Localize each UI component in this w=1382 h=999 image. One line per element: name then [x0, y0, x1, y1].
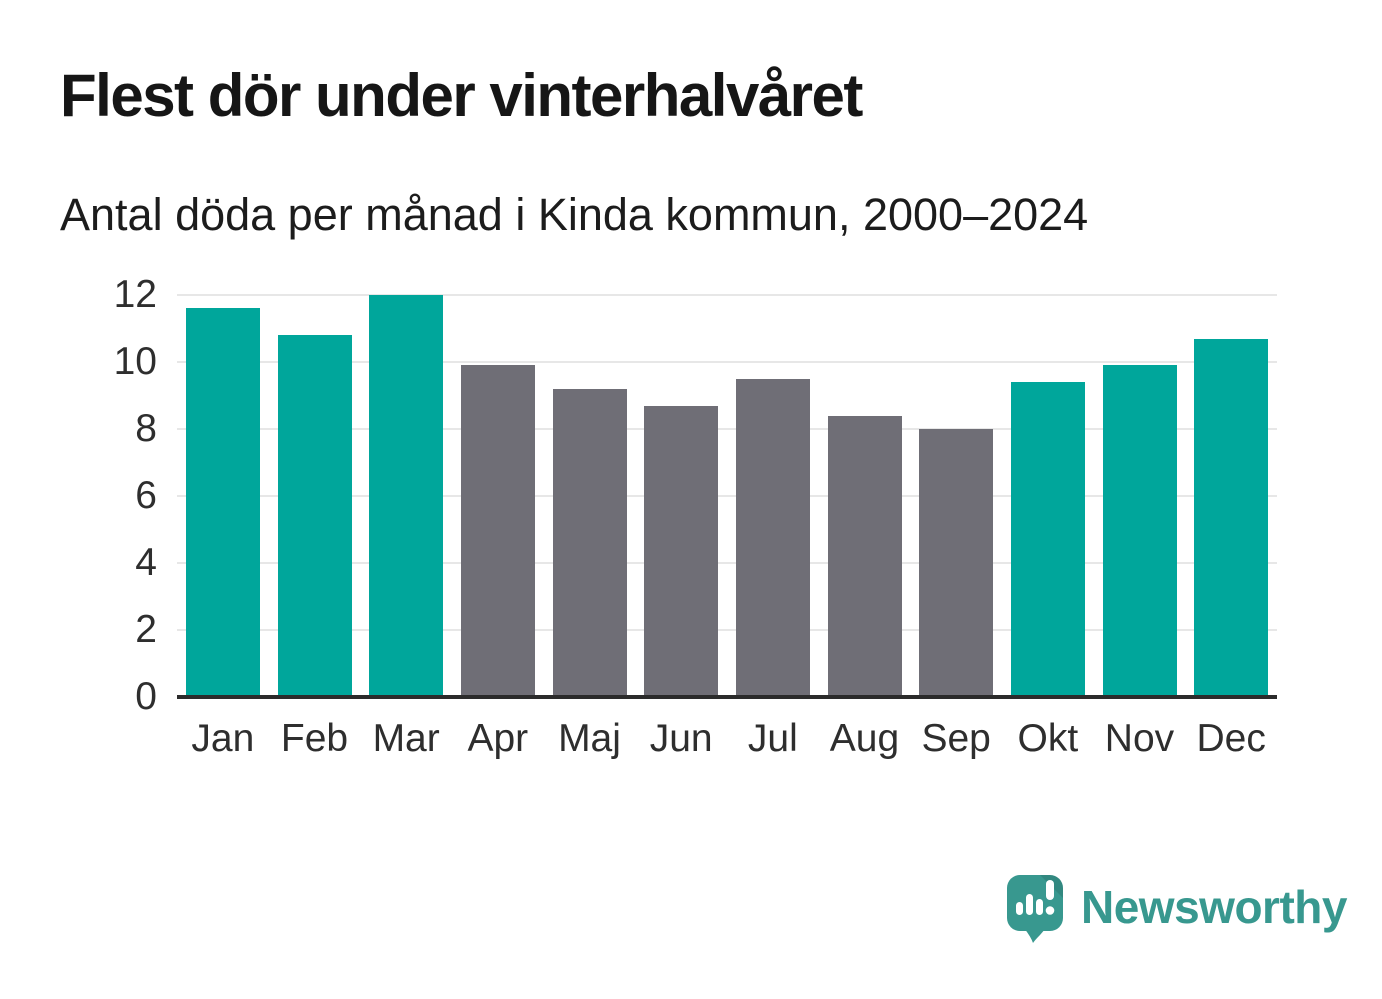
chart-subtitle: Antal döda per månad i Kinda kommun, 200…: [60, 189, 1089, 240]
bar-maj: [552, 388, 627, 697]
x-axis-line: [177, 695, 1277, 699]
newsworthy-brand-text: Newsworthy: [1081, 881, 1347, 933]
x-tick-label: Jul: [747, 717, 798, 760]
y-tick-label: 4: [135, 541, 157, 584]
bar-dec: [1194, 338, 1269, 697]
x-axis-labels: Jan Feb Mar Apr Maj Jun Jul Aug Sep Okt Nov Dec: [177, 713, 1277, 765]
y-tick-label: 12: [113, 273, 157, 316]
y-tick-label: 2: [135, 608, 157, 651]
x-tick-label: Dec: [1196, 717, 1266, 760]
bar-aug: [827, 415, 902, 697]
x-tick-label: Sep: [921, 717, 991, 760]
chart-title: Flest dör under vinterhalvåret: [60, 62, 863, 129]
y-axis-labels: 0 2 4 6 8 10 12: [57, 273, 157, 718]
gridline: [177, 428, 1277, 430]
x-tick-label: Okt: [1017, 717, 1079, 760]
bar-jun: [644, 405, 719, 697]
x-tick-label: Mar: [372, 717, 440, 760]
gridline: [177, 361, 1277, 363]
newsworthy-logo-icon: [1007, 875, 1063, 943]
gridline: [177, 294, 1277, 296]
y-tick-label: 0: [135, 675, 157, 718]
y-tick-label: 8: [135, 407, 157, 450]
gridline: [177, 562, 1277, 564]
x-tick-label: Feb: [280, 717, 349, 760]
x-tick-label: Apr: [467, 717, 529, 760]
bar-feb: [277, 335, 352, 697]
bar-jan: [185, 308, 260, 697]
plot-area: [177, 294, 1277, 699]
newsworthy-logo: Newsworthy: [1006, 874, 1347, 944]
y-tick-label: 10: [113, 340, 157, 383]
x-tick-label: Jan: [191, 717, 255, 760]
bar-chart: 0 2 4 6 8 10 12 Jan Feb Mar Apr Maj Jun Jul Aug Sep Okt…: [57, 273, 1278, 775]
x-tick-label: Aug: [829, 717, 900, 760]
bar-okt: [1010, 382, 1085, 697]
y-tick-label: 6: [135, 474, 157, 517]
bar-sep: [919, 429, 994, 697]
gridline: [177, 629, 1277, 631]
x-tick-label: Maj: [558, 717, 621, 760]
bar-apr: [460, 365, 535, 697]
x-tick-label: Nov: [1104, 717, 1175, 760]
bar-mar: [369, 295, 444, 697]
x-tick-label: Jun: [649, 717, 713, 760]
bar-jul: [735, 378, 810, 697]
gridline: [177, 495, 1277, 497]
bar-nov: [1102, 365, 1177, 697]
